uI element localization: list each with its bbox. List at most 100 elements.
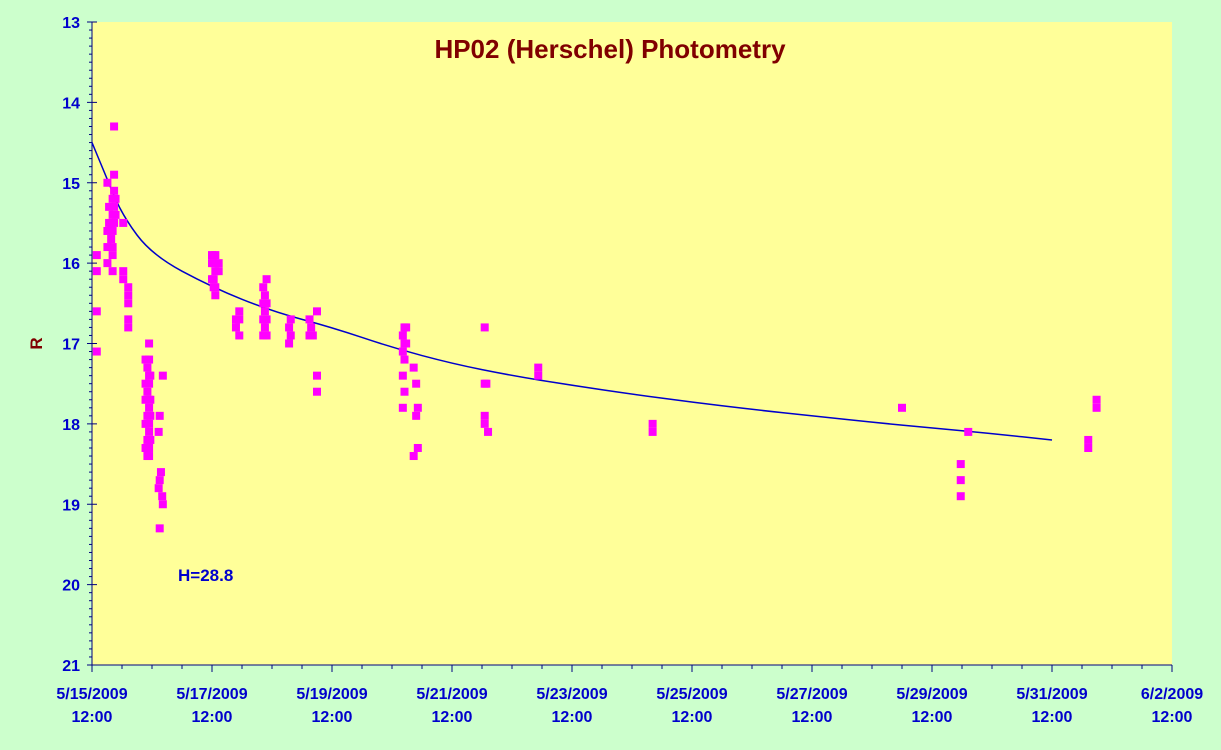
data-point [124,291,133,300]
data-point [286,331,295,340]
data-point [145,339,154,348]
y-tick-label: 16 [62,256,80,273]
x-tick-label-time: 12:00 [1032,709,1073,726]
x-tick-label-date: 5/29/2009 [896,686,967,703]
data-point [534,371,543,380]
data-point [484,427,493,436]
data-point [146,411,155,420]
data-point [108,243,117,252]
x-tick-label-date: 5/23/2009 [536,686,607,703]
data-point [305,315,314,324]
data-point [235,315,244,324]
data-points [92,122,1101,533]
data-point [534,363,543,372]
data-point [103,259,112,268]
data-point [103,243,112,252]
y-tick-label: 21 [62,658,80,675]
data-point [124,299,133,308]
data-point [400,355,409,364]
data-point [158,500,167,509]
x-tick-label-date: 5/21/2009 [416,686,487,703]
data-point [412,379,421,388]
data-point [92,347,101,356]
data-point [648,427,657,436]
data-point [285,323,294,332]
data-point [145,427,154,436]
data-point [262,331,271,340]
data-point [211,251,220,260]
data-point [154,484,163,493]
data-point [146,371,155,380]
data-point [155,524,164,533]
data-point [108,267,117,276]
data-point [92,267,101,276]
x-tick-label-date: 5/27/2009 [776,686,847,703]
data-point [259,283,268,292]
data-point [409,452,418,461]
data-point [956,460,965,469]
data-point [956,492,965,501]
data-point [214,267,223,276]
data-point [92,251,101,260]
data-point [235,331,244,340]
chart-title: HP02 (Herschel) Photometry [434,34,786,64]
x-tick-label-time: 12:00 [552,709,593,726]
data-point [307,323,316,332]
data-point [413,403,422,412]
data-point [308,331,317,340]
data-point [260,307,269,316]
data-point [409,363,418,372]
data-point [313,307,321,316]
data-point [482,379,491,388]
x-tick-label-time: 12:00 [192,709,233,726]
data-point [413,443,422,452]
data-point [155,411,164,420]
data-point [480,323,489,332]
x-tick-label-time: 12:00 [1152,709,1193,726]
data-point [286,315,295,324]
data-point [110,186,119,195]
data-point [262,315,271,324]
x-tick-label-date: 5/19/2009 [296,686,367,703]
x-tick-label-time: 12:00 [432,709,473,726]
data-point [145,452,154,461]
data-point [235,307,244,316]
data-point [211,283,220,292]
data-point [313,371,321,380]
y-tick-label: 14 [62,95,80,112]
data-point [145,419,154,428]
x-tick-label-date: 6/2/2009 [1141,686,1203,703]
data-point [285,339,294,348]
data-point [480,419,489,428]
data-point [1084,435,1093,444]
data-point [154,427,163,436]
data-point [110,170,119,179]
y-axis-ticks: 13 14 15 16 17 18 19 20 21 [62,15,97,675]
data-point [145,443,154,452]
data-point [146,395,155,404]
x-tick-label-time: 12:00 [912,709,953,726]
data-point [146,435,155,444]
data-point [898,403,906,412]
y-tick-label: 15 [62,176,80,193]
y-tick-label: 19 [62,497,80,514]
data-point [107,235,116,244]
data-point [110,218,119,227]
data-point [124,315,133,324]
y-tick-label: 17 [62,337,80,354]
data-point [145,379,154,388]
data-point [260,291,269,300]
fit-curve [91,142,1053,441]
y-axis-label: R [27,337,46,349]
data-point [398,347,407,356]
x-tick-label-time: 12:00 [312,709,353,726]
data-point [158,492,167,501]
data-point [209,259,218,268]
x-tick-label-date: 5/17/2009 [176,686,247,703]
data-point [480,411,489,420]
data-point [155,476,164,485]
data-point [145,355,154,364]
data-point [1092,395,1101,404]
